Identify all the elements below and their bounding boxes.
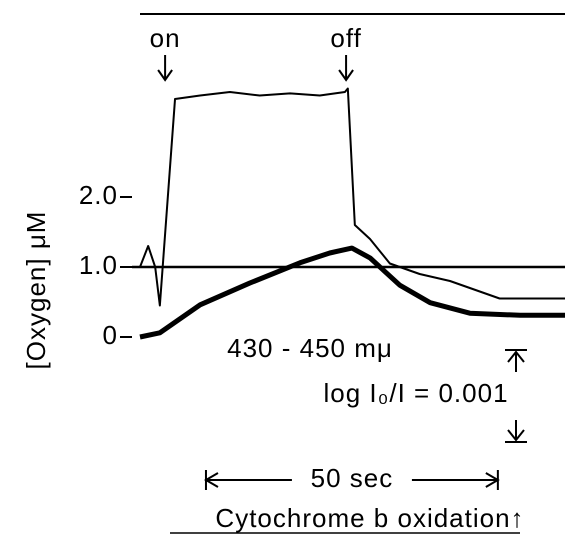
time-scale-label: 50 sec — [311, 463, 394, 493]
absorbance-label: log I₀/I = 0.001 — [323, 378, 508, 408]
event-arrow — [157, 55, 173, 82]
event-label: off — [330, 23, 361, 53]
footer-label: Cytochrome b oxidation↑ — [215, 503, 524, 533]
y-tick-label: 2.0 — [79, 180, 118, 210]
wavelength-label: 430 - 450 mμ — [227, 333, 393, 363]
event-arrow — [338, 55, 354, 82]
absorbance-scale-bar — [505, 349, 527, 443]
trace — [139, 87, 565, 307]
time-scale-bar — [203, 470, 500, 490]
event-label: on — [150, 23, 181, 53]
trace — [139, 245, 565, 340]
y-tick-label: 1.0 — [79, 250, 118, 280]
y-axis-label: [Oxygen] μM — [21, 211, 51, 370]
y-tick-label: 0 — [103, 320, 118, 350]
